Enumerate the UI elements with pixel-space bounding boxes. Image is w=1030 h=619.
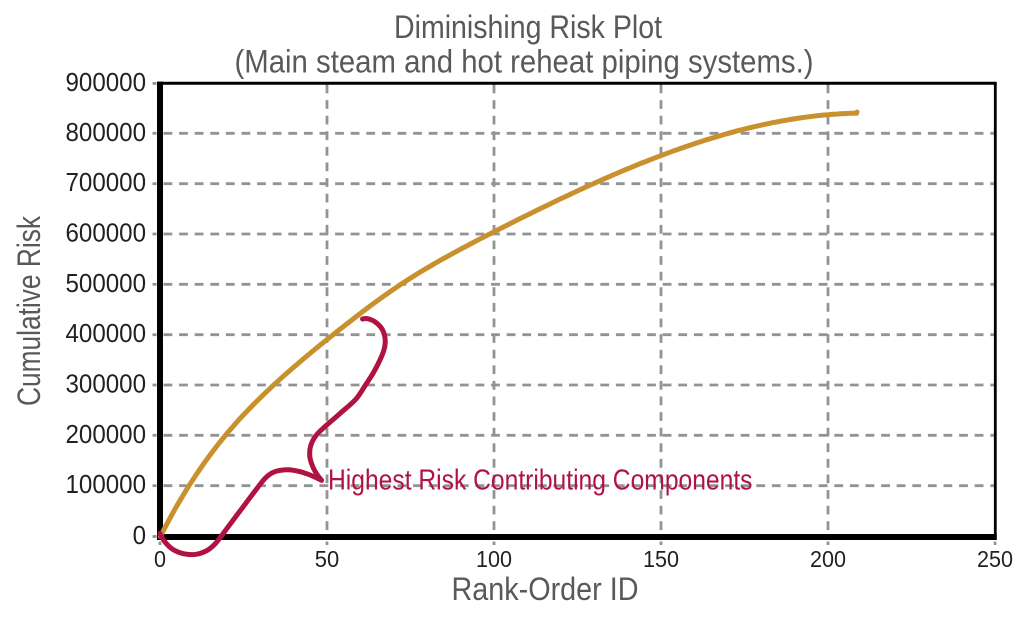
svg-text:150: 150 (643, 546, 679, 572)
svg-text:600000: 600000 (66, 220, 147, 248)
svg-text:100000: 100000 (66, 471, 147, 499)
svg-text:500000: 500000 (66, 270, 147, 298)
svg-text:700000: 700000 (66, 169, 147, 197)
svg-text:900000: 900000 (66, 69, 147, 97)
svg-text:(Main steam and hot reheat pip: (Main steam and hot reheat piping system… (235, 44, 814, 80)
svg-text:Diminishing Risk Plot: Diminishing Risk Plot (394, 9, 662, 45)
svg-text:0: 0 (133, 522, 146, 550)
svg-text:Highest Risk Contributing Comp: Highest Risk Contributing Components (328, 465, 753, 497)
svg-text:300000: 300000 (66, 371, 147, 399)
svg-text:200000: 200000 (66, 421, 147, 449)
svg-text:0: 0 (154, 546, 166, 572)
svg-text:250: 250 (977, 546, 1013, 572)
svg-text:800000: 800000 (66, 119, 147, 147)
svg-text:Rank-Order ID: Rank-Order ID (452, 571, 639, 607)
svg-text:400000: 400000 (66, 320, 147, 348)
svg-text:100: 100 (476, 546, 512, 572)
svg-text:Cumulative Risk: Cumulative Risk (11, 215, 47, 406)
svg-text:50: 50 (315, 546, 339, 572)
svg-text:200: 200 (810, 546, 846, 572)
